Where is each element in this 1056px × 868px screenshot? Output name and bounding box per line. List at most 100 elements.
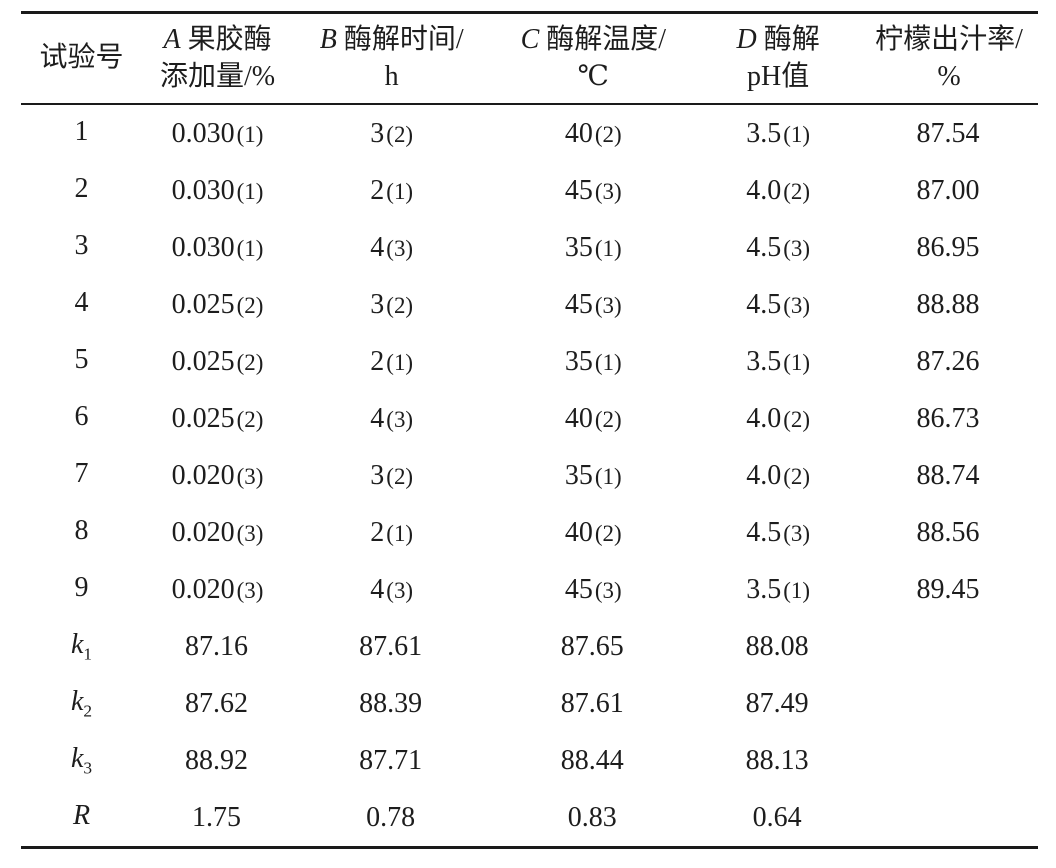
cell-value: 40 (564, 117, 593, 149)
cell-value: 87.00 (916, 174, 980, 206)
table-cell: 88.74 (860, 447, 1038, 504)
cell-value: 4.0 (746, 174, 782, 206)
table-cell: 4(3) (293, 561, 490, 618)
table-cell: 86.95 (860, 219, 1038, 276)
row-label: 1 (74, 115, 89, 147)
table-cell: 0.020(3) (142, 447, 293, 504)
table-cell: 35(1) (490, 333, 696, 390)
table-cell: 45(3) (490, 162, 696, 219)
row-label-cell: k3 (21, 732, 142, 789)
cell-level: (2) (386, 121, 414, 147)
cell-level: (3) (236, 520, 264, 546)
table-cell (860, 732, 1038, 789)
row-label-cell: 7 (21, 447, 142, 504)
table-cell: 88.56 (860, 504, 1038, 561)
table-cell: 87.62 (142, 675, 293, 732)
factor-c-label: C (520, 24, 540, 56)
table-row: 8 0.020(3) 2(1) 40(2) 4.5(3) 88.56 (21, 504, 1038, 561)
row-label: k (70, 742, 84, 774)
cell-value: 1.75 (192, 801, 242, 833)
column-header-yield-line1: 柠檬出汁率/ (875, 24, 1023, 56)
cell-level: (2) (783, 178, 811, 204)
row-label-cell: 2 (21, 162, 142, 219)
cell-level: (3) (386, 235, 414, 261)
cell-value: 87.49 (745, 687, 809, 719)
cell-value: 35 (564, 231, 593, 263)
cell-value: 0.020 (171, 459, 235, 491)
table-row: 9 0.020(3) 4(3) 45(3) 3.5(1) 89.45 (21, 561, 1038, 618)
table-cell: 0.030(1) (142, 104, 293, 162)
table-cell: 88.13 (696, 732, 860, 789)
table-cell: 0.025(2) (142, 390, 293, 447)
cell-value: 4 (370, 573, 385, 605)
table-row: 1 0.030(1) 3(2) 40(2) 3.5(1) 87.54 (21, 104, 1038, 162)
column-header-yield-line2: % (937, 60, 961, 92)
table-cell: 87.71 (293, 732, 490, 789)
cell-level: (2) (386, 292, 414, 318)
cell-value: 3 (370, 459, 385, 491)
cell-value: 35 (564, 459, 593, 491)
column-header-factor-d: D 酶解 pH值 (696, 12, 860, 105)
table-row: k1 87.16 87.61 87.65 88.08 (21, 618, 1038, 675)
table-row: 3 0.030(1) 4(3) 35(1) 4.5(3) 86.95 (21, 219, 1038, 276)
cell-value: 4.0 (746, 459, 782, 491)
cell-value: 40 (564, 402, 593, 434)
cell-level: (2) (783, 406, 811, 432)
cell-level: (3) (783, 292, 811, 318)
table-row: k2 87.62 88.39 87.61 87.49 (21, 675, 1038, 732)
table-cell (860, 618, 1038, 675)
factor-b-label: B (319, 24, 337, 56)
cell-level: (2) (594, 520, 622, 546)
cell-value: 0.025 (171, 288, 235, 320)
cell-value: 86.95 (916, 231, 980, 263)
factor-a-label: A (163, 24, 181, 56)
row-label-subscript: 3 (83, 758, 93, 778)
table-cell: 3(2) (293, 104, 490, 162)
table-cell: 0.020(3) (142, 561, 293, 618)
table-cell: 87.61 (293, 618, 490, 675)
table-row: 2 0.030(1) 2(1) 45(3) 4.0(2) 87.00 (21, 162, 1038, 219)
row-label-cell: k2 (21, 675, 142, 732)
column-header-yield: 柠檬出汁率/ % (860, 12, 1038, 105)
cell-value: 4.5 (746, 288, 782, 320)
cell-value: 87.61 (560, 687, 624, 719)
column-header-run-label: 试验号 (39, 42, 124, 74)
table-cell: 0.025(2) (142, 333, 293, 390)
table-cell: 87.61 (490, 675, 696, 732)
cell-level: (1) (783, 349, 811, 375)
cell-value: 2 (370, 516, 385, 548)
cell-value: 0.030 (171, 174, 235, 206)
cell-value: 2 (370, 345, 385, 377)
table-cell: 87.49 (696, 675, 860, 732)
cell-value: 3 (370, 288, 385, 320)
table-cell: 3.5(1) (696, 561, 860, 618)
row-label: k (70, 628, 84, 660)
table-cell: 0.030(1) (142, 162, 293, 219)
cell-value: 87.65 (560, 630, 624, 662)
cell-level: (3) (594, 577, 622, 603)
cell-level: (2) (386, 463, 414, 489)
table-cell: 3(2) (293, 447, 490, 504)
table-cell: 87.26 (860, 333, 1038, 390)
cell-level: (3) (783, 520, 811, 546)
table-cell: 2(1) (293, 162, 490, 219)
cell-value: 88.74 (916, 459, 980, 491)
cell-value: 88.88 (916, 288, 980, 320)
table-cell: 35(1) (490, 219, 696, 276)
cell-level: (2) (236, 349, 264, 375)
table-cell: 4.0(2) (696, 162, 860, 219)
row-label-cell: 9 (21, 561, 142, 618)
row-label: 7 (74, 457, 89, 489)
cell-value: 89.45 (916, 573, 980, 605)
table-cell: 0.025(2) (142, 276, 293, 333)
table-cell: 4.0(2) (696, 447, 860, 504)
cell-value: 3.5 (746, 573, 782, 605)
row-label: 3 (74, 229, 89, 261)
cell-level: (1) (386, 178, 414, 204)
column-header-run: 试验号 (21, 12, 143, 105)
cell-value: 2 (370, 174, 385, 206)
cell-level: (2) (236, 406, 264, 432)
table-cell: 3.5(1) (696, 333, 860, 390)
cell-level: (3) (386, 577, 414, 603)
cell-level: (2) (236, 292, 264, 318)
